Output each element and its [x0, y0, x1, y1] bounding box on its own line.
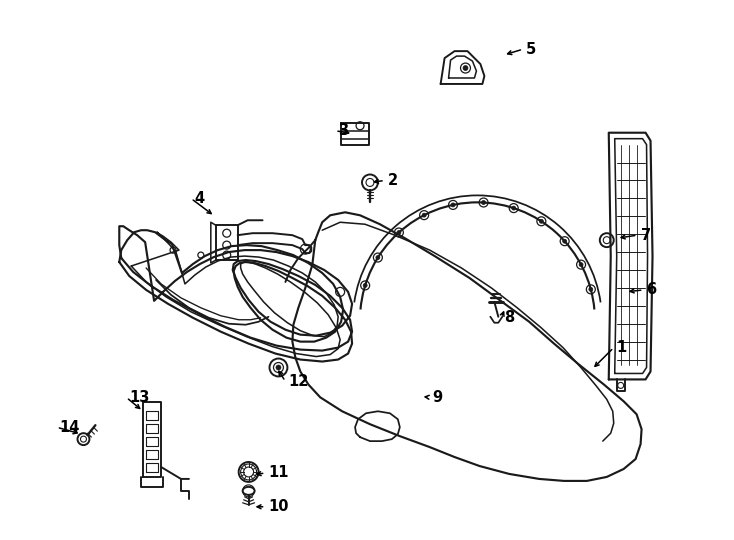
Text: 13: 13 [129, 390, 150, 405]
Text: 10: 10 [269, 500, 289, 514]
Text: 14: 14 [59, 420, 80, 435]
Text: 11: 11 [269, 465, 289, 481]
Text: 9: 9 [432, 390, 443, 405]
Circle shape [276, 365, 281, 370]
Circle shape [397, 231, 401, 234]
Text: 3: 3 [338, 123, 348, 138]
Circle shape [451, 203, 455, 207]
Text: 1: 1 [617, 340, 627, 355]
Circle shape [463, 65, 468, 71]
Circle shape [579, 262, 583, 267]
Circle shape [376, 255, 380, 260]
Text: 2: 2 [388, 173, 398, 188]
Text: 8: 8 [504, 310, 515, 325]
Circle shape [563, 239, 567, 243]
Text: 6: 6 [647, 282, 657, 298]
Circle shape [482, 200, 486, 205]
Text: 7: 7 [641, 228, 651, 242]
Text: 5: 5 [526, 42, 537, 57]
Circle shape [589, 287, 593, 292]
Circle shape [363, 284, 367, 287]
Circle shape [512, 206, 516, 210]
Circle shape [422, 213, 426, 217]
Text: 4: 4 [194, 191, 204, 206]
Circle shape [539, 219, 543, 223]
Text: 12: 12 [288, 374, 309, 389]
